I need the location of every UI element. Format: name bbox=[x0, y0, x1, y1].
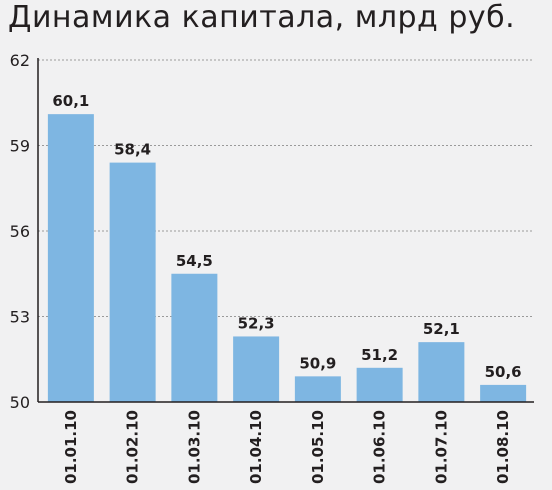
bar bbox=[109, 162, 156, 402]
x-tick-label: 01.05.10 bbox=[309, 410, 327, 484]
y-tick-label: 53 bbox=[10, 308, 30, 327]
bar-value-label: 58,4 bbox=[114, 141, 151, 159]
bar-value-label: 50,6 bbox=[485, 363, 522, 381]
y-tick-label: 56 bbox=[10, 222, 30, 241]
chart-title: Динамика капитала, млрд руб. bbox=[8, 0, 516, 35]
bar-value-label: 52,1 bbox=[423, 320, 460, 338]
x-tick-label: 01.01.10 bbox=[62, 410, 80, 484]
bar-value-label: 50,9 bbox=[299, 354, 336, 372]
x-tick-label: 01.07.10 bbox=[432, 410, 450, 484]
bar-value-label: 52,3 bbox=[238, 314, 275, 332]
x-tick-label: 01.06.10 bbox=[371, 410, 389, 484]
bar-value-label: 51,2 bbox=[361, 346, 398, 364]
bar bbox=[418, 342, 465, 402]
bar-value-label: 60,1 bbox=[52, 92, 89, 110]
bar bbox=[356, 367, 403, 402]
bar bbox=[233, 336, 280, 402]
x-tick-label: 01.04.10 bbox=[247, 410, 265, 484]
bar-value-label: 54,5 bbox=[176, 252, 213, 270]
y-tick-label: 59 bbox=[10, 137, 30, 156]
x-tick-label: 01.02.10 bbox=[124, 410, 142, 484]
x-tick-label: 01.08.10 bbox=[494, 410, 512, 484]
bar bbox=[171, 273, 218, 402]
bar bbox=[47, 114, 94, 403]
x-tick-label: 01.03.10 bbox=[185, 410, 203, 484]
bar bbox=[480, 384, 527, 402]
y-tick-label: 62 bbox=[10, 51, 30, 70]
bar bbox=[294, 376, 341, 402]
y-tick-label: 50 bbox=[10, 393, 30, 412]
